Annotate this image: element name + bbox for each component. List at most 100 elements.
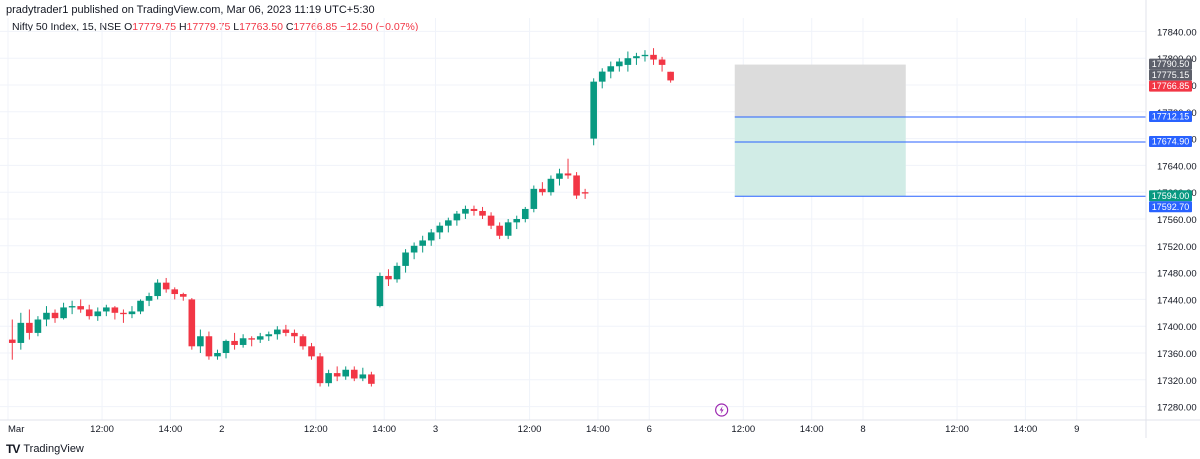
candle [197,329,204,353]
candle [308,342,315,360]
candle [453,210,461,226]
candle [513,215,521,230]
candle [291,329,298,343]
candle [17,312,25,350]
candle-body [325,373,332,384]
candle [68,300,76,315]
candle-body [137,300,144,312]
y-tick-label: 17520.00 [1157,242,1197,253]
candle [85,304,93,320]
candle-body [376,275,384,307]
candle [496,222,503,240]
price-label-bg [1149,190,1192,202]
candle-body [333,373,341,377]
candle [43,306,50,327]
symbol-label[interactable]: Nifty 50 Index, 15, NSE [12,21,122,33]
candle [556,168,563,186]
high-value: 17779.75 [186,21,231,33]
candle [479,206,486,219]
price-label: 17594.00 [1149,190,1192,202]
candle [137,299,144,315]
candle-body [590,81,597,139]
price-label-text: 17775.15 [1152,70,1190,80]
tradingview-logo-mark: TV [6,442,20,456]
candle-body [342,369,350,377]
candle-body [368,374,375,384]
candle-body [316,356,324,384]
candle-body [658,59,666,65]
x-tick-label: 6 [647,424,652,435]
candle [162,277,170,293]
candle [60,302,67,320]
candle-body [154,282,161,297]
candle-body [68,306,76,308]
price-label-text: 17766.85 [1152,81,1190,91]
candle [171,287,179,300]
candle-body [231,340,238,345]
y-tick-label: 17840.00 [1157,27,1197,38]
candle-body [145,296,153,301]
candle [410,242,418,260]
price-label-bg [1149,111,1192,123]
candle-body [598,71,606,82]
candle-body [470,208,478,211]
lightning-icon-ring [715,403,729,417]
candle-body [111,307,119,313]
candle [616,58,623,72]
candle [658,56,666,72]
candle-body [85,309,93,317]
candle-body [60,307,67,319]
price-label: 17674.90 [1149,136,1192,148]
candle [231,332,238,350]
candle-body [385,275,392,280]
candle [436,222,444,240]
candle [342,366,350,380]
x-tick-label: 9 [1074,424,1079,435]
candle [641,50,649,62]
price-label-text: 17712.15 [1152,112,1190,122]
x-tick-label: 12:00 [304,424,328,435]
candle [504,219,512,240]
candle [667,71,674,83]
lightning-icon [715,403,729,417]
candle-body [530,188,538,209]
x-tick-label: 14:00 [1014,424,1038,435]
candle-body [17,322,25,343]
candle [94,307,102,321]
open-label: O [124,21,133,33]
candle-body [282,329,290,333]
y-tick-label: 17360.00 [1157,349,1197,360]
candle-body [239,338,247,345]
tradingview-logo[interactable]: TV TradingView [6,442,84,456]
x-tick-label: 14:00 [159,424,183,435]
candle-body [402,252,409,266]
candle [650,48,657,65]
x-tick-label: 14:00 [800,424,824,435]
candle-body [667,71,674,81]
candle-body [547,178,555,193]
candle [564,158,572,179]
candle [633,52,640,65]
candle-body [256,336,264,340]
candle [590,78,597,146]
candle-body [8,339,16,343]
candle-body [513,219,521,223]
y-tick-label: 17400.00 [1157,322,1197,333]
price-label: 17712.15 [1149,111,1192,123]
candle-body [521,208,529,219]
stop-loss-zone [734,64,906,118]
candle [145,292,153,307]
price-label: 17775.15 [1149,69,1192,81]
publish-info: pradytrader1 published on TradingView.co… [6,4,375,16]
candle-body [445,220,452,226]
candle-body [487,215,495,226]
candle-body [299,336,307,347]
price-label-text: 17674.90 [1152,137,1190,147]
price-label-bg [1149,80,1192,92]
candle-body [128,311,136,315]
x-tick-label: 3 [433,424,438,435]
candle-body [197,336,204,347]
candle-body [419,240,426,246]
y-tick-label: 17320.00 [1157,376,1197,387]
